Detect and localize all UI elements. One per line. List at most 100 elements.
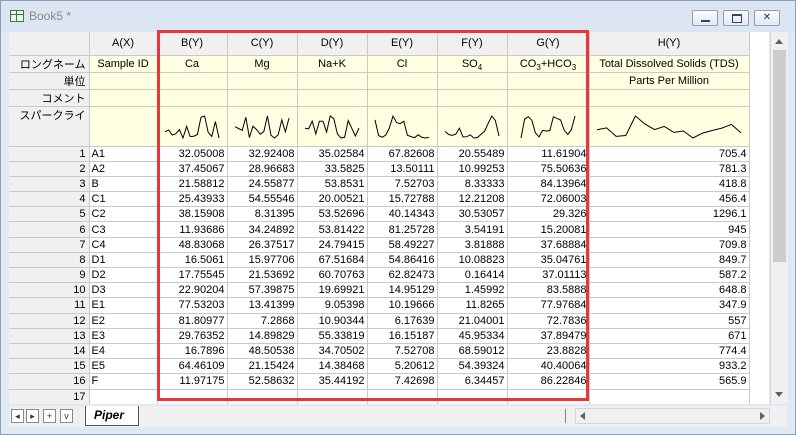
cell-g[interactable]: 75.50636: [507, 161, 590, 177]
scroll-thumb[interactable]: [773, 50, 786, 262]
cell-f[interactable]: 30.53057: [437, 206, 508, 223]
sparkline-h[interactable]: [589, 106, 750, 147]
minimize-button[interactable]: [692, 10, 718, 26]
cell-f[interactable]: 20.55489: [437, 146, 508, 162]
cell-h[interactable]: 648.8: [589, 282, 750, 299]
cell-e[interactable]: 7.52708: [367, 343, 438, 360]
cell-d[interactable]: 60.70763: [297, 267, 368, 284]
cell-a[interactable]: C4: [89, 237, 158, 253]
long-name-a[interactable]: Sample ID: [89, 55, 158, 73]
cell-g[interactable]: 77.97684: [507, 297, 590, 314]
row-number[interactable]: 6: [9, 221, 90, 238]
cell-g[interactable]: 15.20081: [507, 221, 590, 238]
cell-c[interactable]: 7.2868: [227, 313, 298, 329]
cell-c[interactable]: 57.39875: [227, 282, 298, 299]
cell-c[interactable]: 48.50538: [227, 343, 298, 360]
cell-f[interactable]: 8.33333: [437, 176, 508, 193]
row-number[interactable]: 11: [9, 297, 90, 314]
cell-e[interactable]: 6.17639: [367, 313, 438, 329]
title-bar[interactable]: Book5 * ✕: [1, 1, 795, 32]
cell-a[interactable]: A2: [89, 161, 158, 177]
cell-a[interactable]: D1: [89, 252, 158, 269]
long-name-g[interactable]: CO3+HCO3: [507, 55, 590, 73]
cell-f[interactable]: 3.81888: [437, 237, 508, 253]
cell-d[interactable]: 55.33819: [297, 328, 368, 344]
cell-a[interactable]: D2: [89, 267, 158, 284]
cell-d[interactable]: 34.70502: [297, 343, 368, 360]
cell-a[interactable]: [89, 389, 158, 404]
cell-c[interactable]: 24.55877: [227, 176, 298, 193]
cell-c[interactable]: 13.41399: [227, 297, 298, 314]
cell-h[interactable]: 849.7: [589, 252, 750, 269]
cell-g[interactable]: 37.68884: [507, 237, 590, 253]
cell-f[interactable]: 3.54191: [437, 221, 508, 238]
cell-d[interactable]: 9.05398: [297, 297, 368, 314]
cell-e[interactable]: 14.95129: [367, 282, 438, 299]
cell-h[interactable]: 456.4: [589, 191, 750, 208]
cell-b[interactable]: 38.15908: [157, 206, 228, 223]
sparkline-d[interactable]: [297, 106, 368, 147]
cell-c[interactable]: 32.92408: [227, 146, 298, 162]
row-number[interactable]: 17: [9, 389, 90, 404]
cell-h[interactable]: 565.9: [589, 373, 750, 390]
cell-d[interactable]: 19.69921: [297, 282, 368, 299]
scroll-right-icon[interactable]: [760, 412, 765, 420]
cell-a[interactable]: D3: [89, 282, 158, 299]
long-name-e[interactable]: Cl: [367, 55, 438, 73]
worksheet-grid[interactable]: A(X) B(Y) C(Y) D(Y) E(Y) F(Y) G(Y) H(Y) ロングネーム Sa…: [9, 32, 769, 404]
first-sheet-button[interactable]: ◂: [11, 409, 24, 423]
cell-g[interactable]: 86.22846: [507, 373, 590, 390]
cell-c[interactable]: 21.15424: [227, 358, 298, 375]
cell-e[interactable]: 62.82473: [367, 267, 438, 284]
cell-b[interactable]: [157, 389, 228, 404]
cell-b[interactable]: 16.5061: [157, 252, 228, 269]
close-button[interactable]: ✕: [754, 10, 780, 26]
cell-d[interactable]: 20.00521: [297, 191, 368, 208]
cell-b[interactable]: 81.80977: [157, 313, 228, 329]
cell-b[interactable]: 16.7896: [157, 343, 228, 360]
sparkline-c[interactable]: [227, 106, 298, 147]
comment-b[interactable]: [157, 89, 228, 107]
cell-d[interactable]: 67.51684: [297, 252, 368, 269]
unit-a[interactable]: [89, 72, 158, 90]
cell-h[interactable]: 781.3: [589, 161, 750, 177]
scroll-down-icon[interactable]: [775, 392, 783, 397]
comment-g[interactable]: [507, 89, 590, 107]
unit-e[interactable]: [367, 72, 438, 90]
maximize-button[interactable]: [723, 10, 749, 26]
column-header-h[interactable]: H(Y): [589, 32, 750, 56]
cell-e[interactable]: 13.50111: [367, 161, 438, 177]
cell-d[interactable]: 14.38468: [297, 358, 368, 375]
cell-e[interactable]: 7.52703: [367, 176, 438, 193]
column-header-c[interactable]: C(Y): [227, 32, 298, 56]
cell-c[interactable]: 52.58632: [227, 373, 298, 390]
cell-d[interactable]: 35.44192: [297, 373, 368, 390]
cell-c[interactable]: 15.97706: [227, 252, 298, 269]
row-number[interactable]: 2: [9, 161, 90, 177]
cell-h[interactable]: 774.4: [589, 343, 750, 360]
unit-h[interactable]: Parts Per Million: [589, 72, 750, 90]
cell-g[interactable]: 35.04761: [507, 252, 590, 269]
cell-g[interactable]: 29.326: [507, 206, 590, 223]
cell-f[interactable]: 12.21208: [437, 191, 508, 208]
cell-f[interactable]: 1.45992: [437, 282, 508, 299]
cell-e[interactable]: 16.15187: [367, 328, 438, 344]
cell-b[interactable]: 25.43933: [157, 191, 228, 208]
cell-f[interactable]: 11.8265: [437, 297, 508, 314]
corner-cell[interactable]: [9, 32, 90, 56]
cell-d[interactable]: [297, 389, 368, 404]
cell-a[interactable]: C2: [89, 206, 158, 223]
cell-g[interactable]: [507, 389, 590, 404]
sparkline-e[interactable]: [367, 106, 438, 147]
row-number[interactable]: 12: [9, 313, 90, 329]
cell-g[interactable]: 23.8828: [507, 343, 590, 360]
cell-f[interactable]: 54.39324: [437, 358, 508, 375]
unit-b[interactable]: [157, 72, 228, 90]
cell-c[interactable]: 34.24892: [227, 221, 298, 238]
cell-g[interactable]: 72.06003: [507, 191, 590, 208]
cell-f[interactable]: 21.04001: [437, 313, 508, 329]
comment-c[interactable]: [227, 89, 298, 107]
cell-h[interactable]: 557: [589, 313, 750, 329]
cell-a[interactable]: A1: [89, 146, 158, 162]
cell-g[interactable]: 37.89479: [507, 328, 590, 344]
